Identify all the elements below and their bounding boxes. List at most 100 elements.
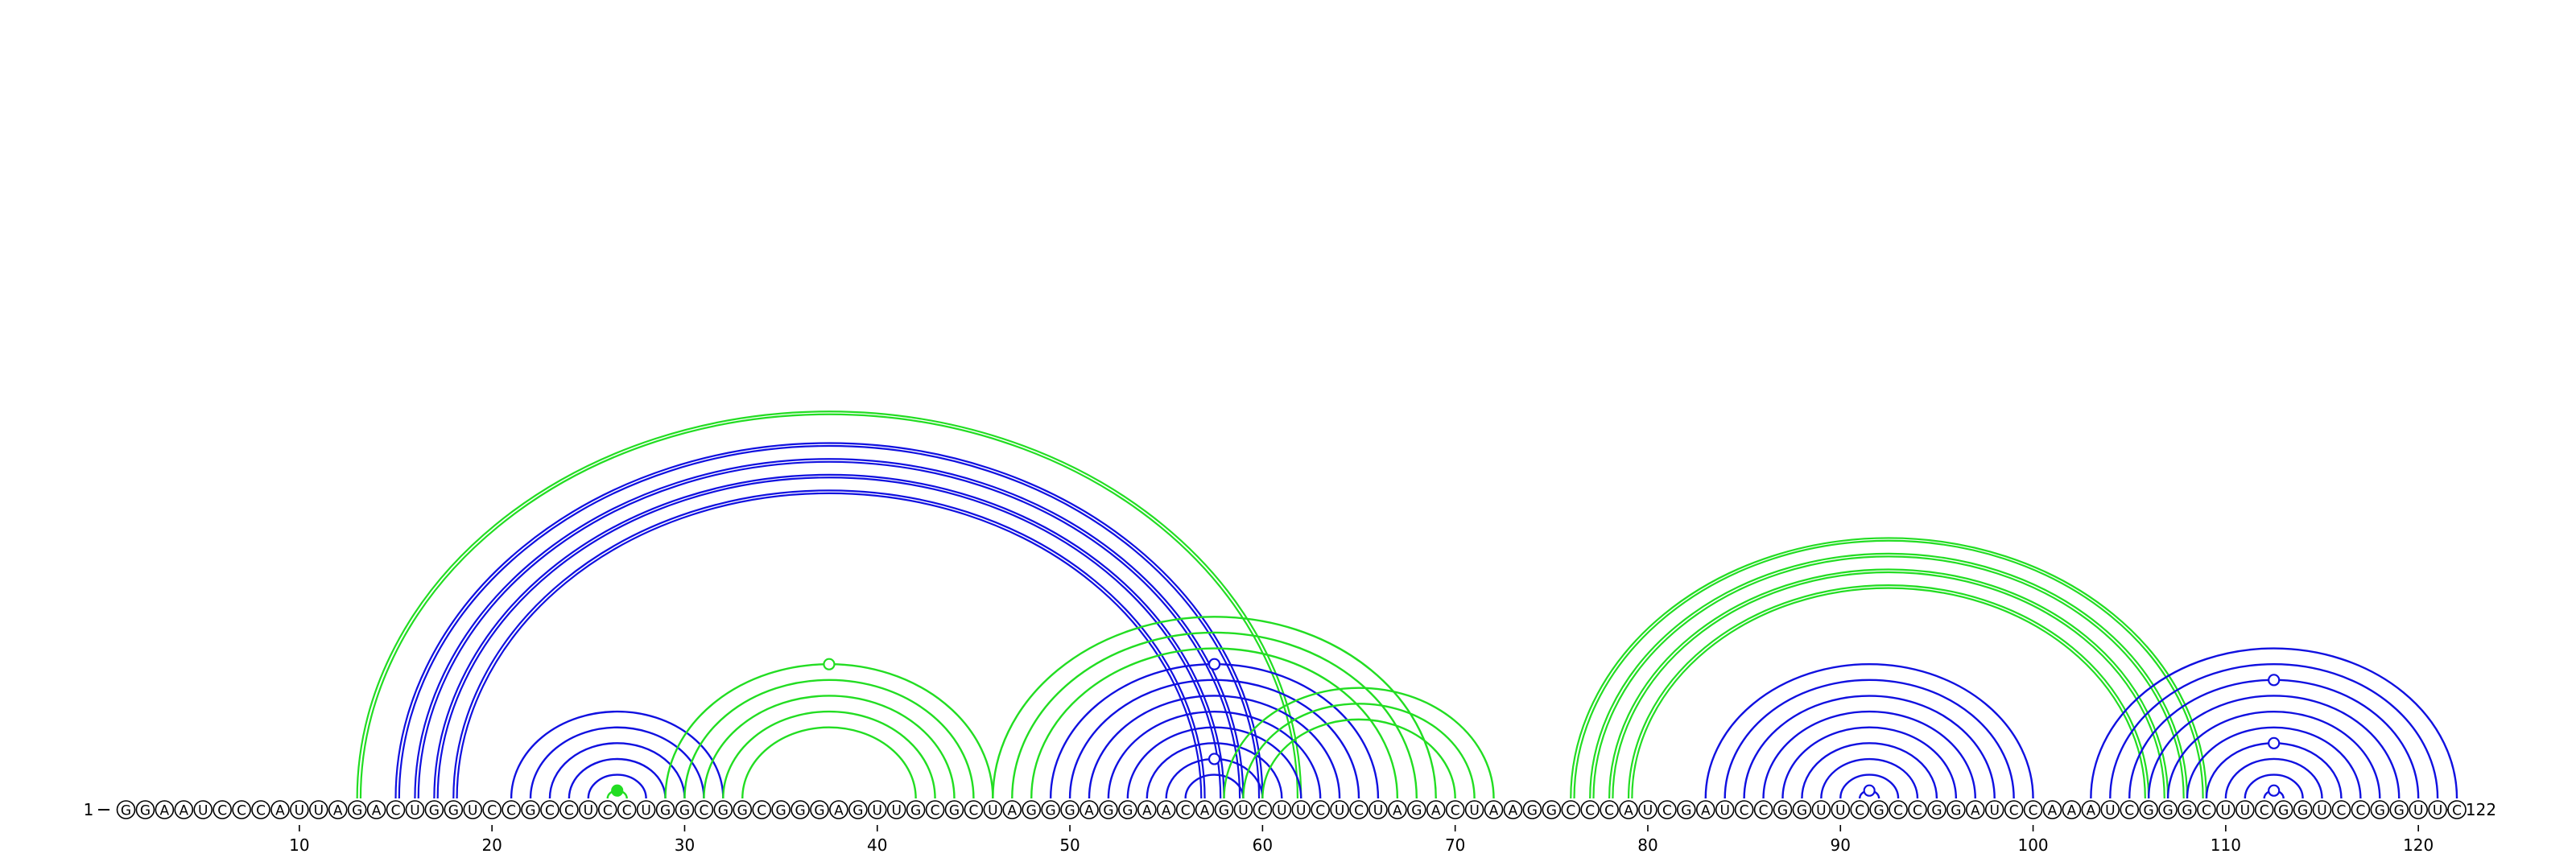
nucleotide-node xyxy=(1677,800,1696,819)
nucleotide-node xyxy=(1388,800,1407,819)
nucleotide-letter: A xyxy=(1431,803,1441,819)
nucleotide-letter: A xyxy=(1624,803,1633,819)
nucleotide-node xyxy=(655,800,675,819)
nucleotide-node xyxy=(1542,800,1562,819)
nucleotide-node xyxy=(328,800,348,819)
nucleotide-node xyxy=(983,800,1003,819)
base-pair-arc xyxy=(587,773,647,799)
nucleotide-node xyxy=(1831,800,1851,819)
nucleotide-node xyxy=(1060,800,1080,819)
tick-label: 10 xyxy=(289,835,309,855)
nucleotide-letter: C xyxy=(1913,803,1922,819)
nucleotide-node xyxy=(2351,800,2371,819)
nucleotide-node xyxy=(1291,800,1311,819)
nucleotide-node xyxy=(886,800,906,819)
nucleotide-letter: G xyxy=(852,803,863,819)
nucleotide-letter: C xyxy=(1354,803,1364,819)
nucleotide-letter: G xyxy=(737,803,748,819)
nucleotide-letter: U xyxy=(1719,803,1729,819)
nucleotide-node xyxy=(2178,800,2197,819)
nucleotide-letter: C xyxy=(237,803,246,819)
nucleotide-letter: A xyxy=(1393,803,1402,819)
base-pair-arc xyxy=(2109,663,2439,799)
nucleotide-letter: G xyxy=(1527,803,1538,819)
nucleotide-letter: C xyxy=(1855,803,1864,819)
nucleotide-node xyxy=(597,800,617,819)
nucleotide-letter: A xyxy=(1509,803,1518,819)
nucleotide-node xyxy=(290,800,309,819)
nucleotide-node xyxy=(925,800,945,819)
nucleotide-letter: A xyxy=(1971,803,1980,819)
base-pair-arc xyxy=(2224,757,2323,799)
arc-marker xyxy=(1208,658,1221,670)
nucleotide-node xyxy=(1080,800,1099,819)
base-pair-arc xyxy=(568,757,667,799)
nucleotide-letter: G xyxy=(795,803,805,819)
nucleotide-letter: G xyxy=(1546,803,1557,819)
nucleotide-node xyxy=(463,800,483,819)
nucleotide-letter: C xyxy=(2029,803,2038,819)
start-index-label: 1 xyxy=(84,800,94,819)
base-pair-arc xyxy=(356,410,1302,799)
base-pair-arc xyxy=(1223,687,1495,799)
nucleotide-node xyxy=(906,800,926,819)
base-pair-arc xyxy=(2147,695,2401,799)
base-pair-arc xyxy=(2166,710,2381,799)
nucleotide-letter: C xyxy=(603,803,613,819)
base-pair-arc xyxy=(1781,726,1958,799)
nucleotide-letter: G xyxy=(2162,803,2173,819)
nucleotide-letter: G xyxy=(1681,803,1691,819)
nucleotide-letter: C xyxy=(2355,803,2365,819)
base-pair-arc xyxy=(433,473,1225,799)
tick-label: 80 xyxy=(1637,835,1657,855)
base-pair-arc xyxy=(394,442,1264,799)
nucleotide-node xyxy=(944,800,964,819)
nucleotide-letter: G xyxy=(776,803,786,819)
nucleotide-node xyxy=(2293,800,2313,819)
base-pair-arc xyxy=(1632,588,2145,798)
nucleotide-node xyxy=(617,800,637,819)
nucleotide-node xyxy=(2081,800,2101,819)
arc-marker xyxy=(611,784,624,797)
base-pair-arc xyxy=(2090,647,2458,799)
nucleotide-node xyxy=(791,800,810,819)
nucleotide-node xyxy=(1792,800,1812,819)
base-pair-arc xyxy=(1146,742,1283,799)
nucleotide-node xyxy=(2023,800,2043,819)
nucleotide-node xyxy=(424,800,444,819)
nucleotide-letter: U xyxy=(2105,803,2115,819)
nucleotide-letter: G xyxy=(1122,803,1133,819)
base-pair-arc xyxy=(1762,710,1976,799)
base-pair-arc xyxy=(2244,773,2304,799)
nucleotide-letter: U xyxy=(873,803,882,819)
nucleotide-letter: C xyxy=(2124,803,2134,819)
nucleotide-letter: U xyxy=(988,803,997,819)
nucleotide-node xyxy=(1041,800,1060,819)
nucleotide-node xyxy=(771,800,791,819)
nucleotide-node xyxy=(1330,800,1349,819)
nucleotide-letter: C xyxy=(1181,803,1191,819)
base-pair-arc xyxy=(414,458,1245,799)
base-pair-arc xyxy=(1068,679,1360,799)
nucleotide-node xyxy=(1927,800,1946,819)
arc-marker xyxy=(823,658,836,670)
nucleotide-node xyxy=(559,800,579,819)
nucleotide-letter: C xyxy=(391,803,401,819)
nucleotide-node xyxy=(232,800,251,819)
nucleotide-letter: G xyxy=(429,803,440,819)
tick-label: 110 xyxy=(2211,835,2241,855)
arc-marker xyxy=(2268,736,2281,749)
nucleotide-node xyxy=(2235,800,2255,819)
nucleotide-node xyxy=(1368,800,1388,819)
nucleotide-letter: C xyxy=(2202,803,2211,819)
nucleotide-letter: C xyxy=(487,803,497,819)
nucleotide-node xyxy=(308,800,328,819)
nucleotide-letter: U xyxy=(1277,803,1286,819)
nucleotide-node xyxy=(1734,800,1754,819)
base-pair-arc xyxy=(741,726,917,799)
nucleotide-letter: G xyxy=(2278,803,2289,819)
nucleotide-letter: G xyxy=(140,803,151,819)
nucleotide-node xyxy=(347,800,367,819)
nucleotide-letter: G xyxy=(1064,803,1075,819)
nucleotide-letter: A xyxy=(2067,803,2077,819)
